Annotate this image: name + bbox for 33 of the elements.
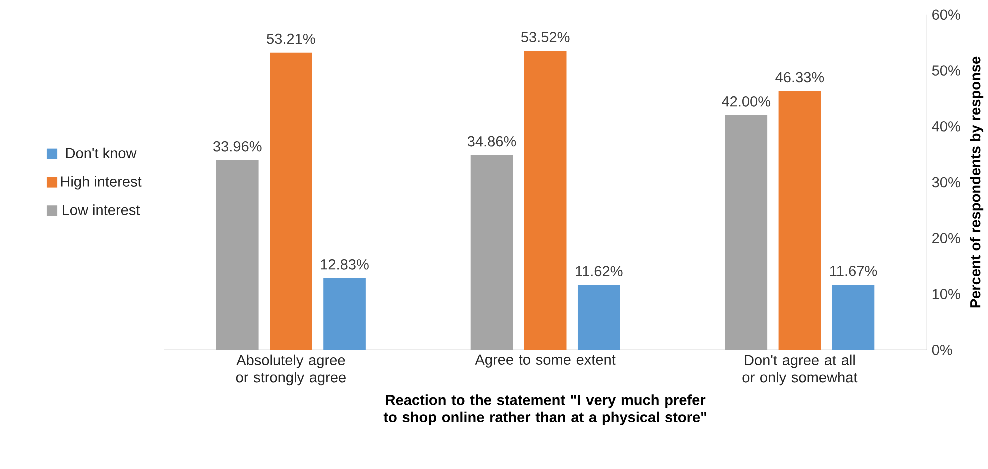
bar [832,284,875,350]
x-tick-label: Absolutely agree or strongly agree [236,354,346,386]
y-tick-label: 20% [932,233,960,244]
y-tick-label: 0% [932,344,952,356]
data-label: 53.52% [521,32,570,42]
data-label: 11.62% [576,266,623,276]
bar [778,91,822,350]
legend-label: Don't know [66,148,137,158]
y-tick-label: 50% [932,66,960,76]
y-tick-label: 30% [932,177,960,188]
data-label: 46.33% [776,72,824,83]
y-tick-label: 10% [932,289,960,300]
data-label: 11.67% [830,266,878,276]
x-tick-label: Agree to some extent [475,354,616,368]
data-label: 53.21% [267,34,316,44]
data-label: 42.00% [722,96,771,107]
x-axis-title: Reaction to the statement "I very much prefer to shop online rather than at a physical store" [384,394,707,426]
y-tick-label: 60% [932,10,960,20]
y-axis-title: Percent of respondents by response [970,56,984,308]
data-label: 12.83% [321,259,369,270]
bar [324,278,366,350]
bar [270,52,312,350]
data-label: 34.86% [468,136,516,147]
bar [578,285,620,350]
y-tick-label: 40% [932,121,960,132]
legend-label: Low interest [63,204,140,216]
legend-label: High interest [61,176,142,190]
data-label: 33.96% [214,141,262,152]
bar [725,115,768,350]
bar [470,155,514,350]
bar [524,50,567,350]
bar [216,160,259,350]
x-tick-label: Don't agree at all or only somewhat [742,354,858,386]
